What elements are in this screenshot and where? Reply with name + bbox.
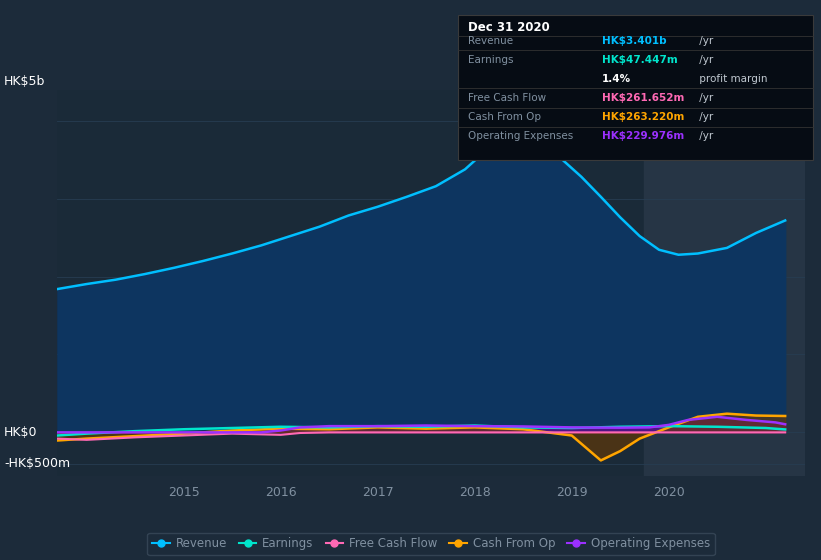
Text: HK$3.401b: HK$3.401b bbox=[602, 36, 667, 46]
Text: /yr: /yr bbox=[696, 55, 713, 65]
Text: Cash From Op: Cash From Op bbox=[468, 112, 541, 122]
Text: Revenue: Revenue bbox=[468, 36, 513, 46]
Legend: Revenue, Earnings, Free Cash Flow, Cash From Op, Operating Expenses: Revenue, Earnings, Free Cash Flow, Cash … bbox=[147, 533, 715, 555]
Text: /yr: /yr bbox=[696, 36, 713, 46]
Text: /yr: /yr bbox=[696, 131, 713, 141]
Text: Operating Expenses: Operating Expenses bbox=[468, 131, 573, 141]
Text: HK$261.652m: HK$261.652m bbox=[602, 93, 684, 103]
Text: HK$5b: HK$5b bbox=[4, 74, 45, 88]
Text: Dec 31 2020: Dec 31 2020 bbox=[468, 21, 550, 34]
Text: HK$263.220m: HK$263.220m bbox=[602, 112, 684, 122]
Text: HK$0: HK$0 bbox=[4, 426, 38, 439]
Text: HK$47.447m: HK$47.447m bbox=[602, 55, 677, 65]
Text: profit margin: profit margin bbox=[696, 74, 768, 84]
Text: 1.4%: 1.4% bbox=[602, 74, 631, 84]
Bar bbox=[644, 90, 805, 476]
Text: HK$229.976m: HK$229.976m bbox=[602, 131, 684, 141]
Text: /yr: /yr bbox=[696, 93, 713, 103]
Text: -HK$500m: -HK$500m bbox=[4, 457, 71, 470]
Text: /yr: /yr bbox=[696, 112, 713, 122]
Text: Earnings: Earnings bbox=[468, 55, 513, 65]
Text: Free Cash Flow: Free Cash Flow bbox=[468, 93, 546, 103]
